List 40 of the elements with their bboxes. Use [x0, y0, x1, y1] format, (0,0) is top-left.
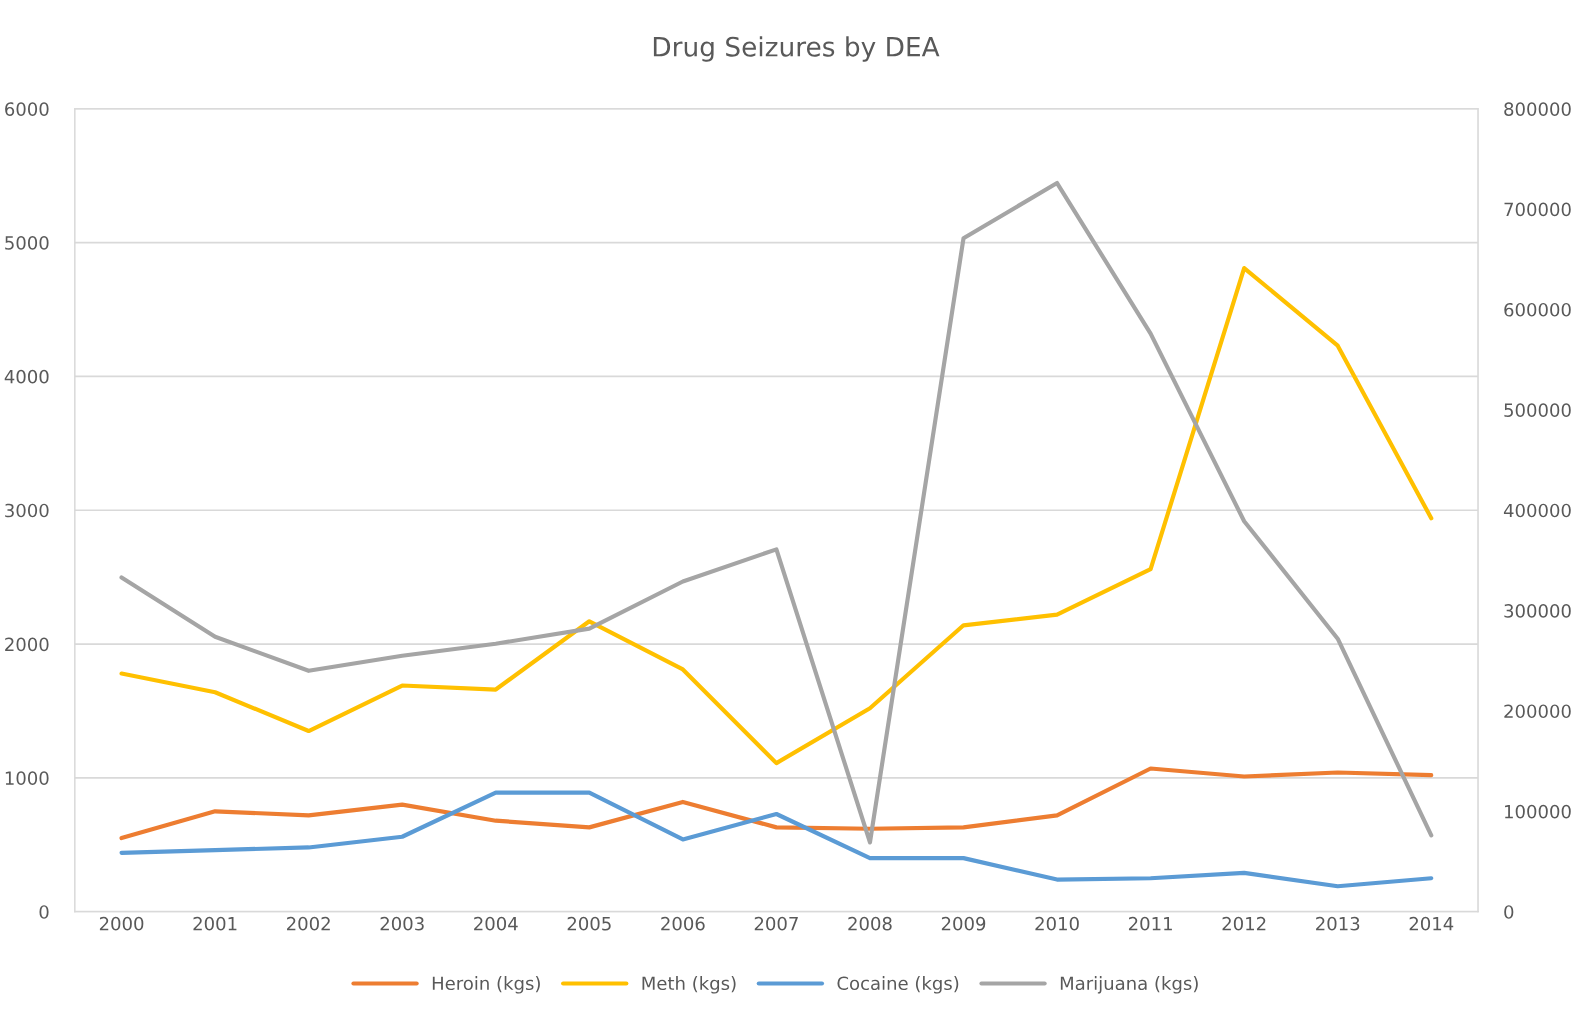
x-tick-label: 2011	[1128, 916, 1172, 931]
y2-tick-label: 0	[1504, 905, 1514, 919]
y-tick-label: 4000	[4, 369, 49, 384]
y-tick-label: 1000	[5, 771, 49, 785]
chart-title: Drug Seizures by DEA	[653, 36, 940, 62]
x-tick-label: 2008	[848, 916, 892, 931]
x-tick-label: 2010	[1035, 916, 1079, 931]
x-tick-label: 2006	[661, 916, 705, 931]
y2-tick-label: 300000	[1504, 604, 1571, 618]
x-tick-label: 2004	[474, 916, 518, 931]
x-tick-label: 2000	[99, 916, 144, 931]
line-series	[119, 180, 1434, 845]
y-tick-label: 0	[39, 905, 49, 919]
y2-tick-label: 700000	[1504, 202, 1571, 217]
x-tick-label: 2014	[1409, 916, 1454, 931]
y2-tick-label: 500000	[1504, 403, 1571, 417]
y-tick-label: 2000	[5, 637, 49, 652]
x-tick-label: 2001	[193, 916, 237, 931]
y2-tick-label: 200000	[1504, 704, 1571, 719]
line-series	[119, 790, 1434, 889]
x-tick-label: 2013	[1316, 916, 1360, 931]
x-tick-label: 2003	[380, 916, 424, 931]
x-tick-label: 2002	[287, 916, 330, 931]
x-tick-label: 2009	[941, 916, 986, 931]
y-tick-label: 6000	[5, 102, 49, 116]
legend-label: Marijuana (kgs)	[1060, 976, 1198, 994]
y2-tick-label: 400000	[1503, 503, 1571, 518]
y2-tick-label: 600000	[1504, 302, 1571, 317]
legend-label: Meth (kgs)	[642, 976, 736, 994]
legend-label: Heroin (kgs)	[432, 976, 540, 994]
y2-tick-label: 100000	[1505, 804, 1571, 819]
line-series	[119, 265, 1434, 766]
y-tick-label: 5000	[5, 236, 49, 250]
x-tick-label: 2007	[754, 916, 798, 931]
line-series	[119, 766, 1434, 841]
y2-tick-label: 800000	[1504, 102, 1571, 116]
x-tick-label: 2005	[567, 916, 611, 931]
legend-label: Cocaine (kgs)	[837, 976, 959, 994]
y-tick-label: 3000	[5, 503, 49, 518]
x-tick-label: 2012	[1222, 916, 1266, 931]
